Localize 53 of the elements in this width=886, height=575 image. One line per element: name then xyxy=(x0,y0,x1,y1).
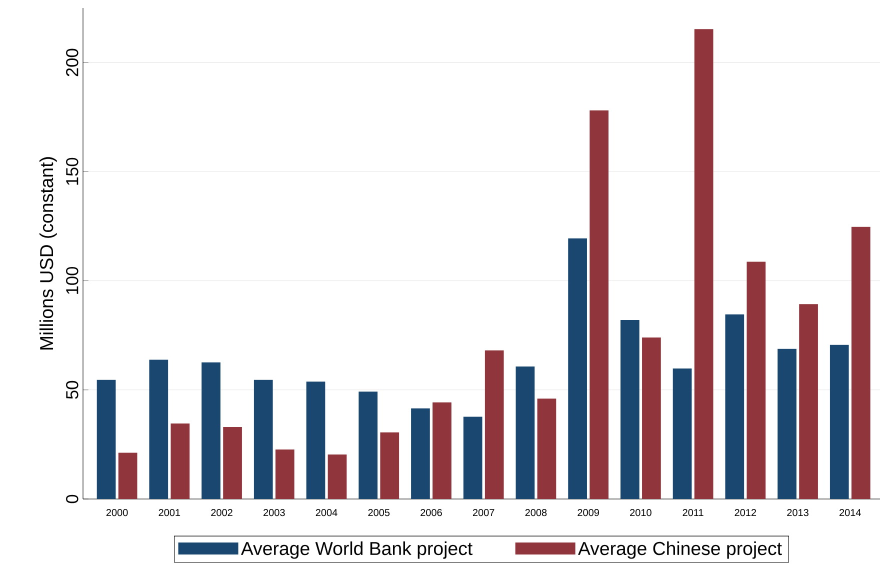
bar xyxy=(149,360,168,499)
bar xyxy=(306,382,326,499)
y-tick-label: 100 xyxy=(66,266,78,294)
bar xyxy=(778,348,796,499)
x-tick-label: 2003 xyxy=(264,509,285,516)
bar xyxy=(746,262,766,499)
y-axis-title: Millions USD (constant) xyxy=(39,157,57,350)
x-tick-label: 2006 xyxy=(420,509,442,516)
bar xyxy=(275,449,294,499)
x-tick-label: 2008 xyxy=(525,509,547,516)
bar xyxy=(170,423,190,499)
bar xyxy=(568,238,587,499)
bar xyxy=(851,226,870,499)
bar xyxy=(484,350,504,499)
x-tick-label: 2005 xyxy=(368,509,390,516)
x-tick-label: 2002 xyxy=(211,509,232,516)
bar xyxy=(590,110,609,499)
bar xyxy=(642,338,661,499)
bar xyxy=(537,398,556,499)
bar xyxy=(358,392,378,499)
bar xyxy=(694,29,714,499)
y-tick-label: 200 xyxy=(66,48,78,76)
bar xyxy=(725,314,744,499)
legend-label: Average World Bank project xyxy=(240,541,472,559)
legend-label: Average Chinese project xyxy=(578,541,782,559)
x-tick-label: 2012 xyxy=(734,509,756,516)
x-tick-label: 2010 xyxy=(630,509,652,516)
bar xyxy=(411,408,430,499)
bar xyxy=(118,452,138,499)
bar xyxy=(672,368,692,499)
x-tick-label: 2007 xyxy=(472,509,494,516)
bar xyxy=(254,380,273,499)
y-tick-label: 150 xyxy=(66,158,78,185)
bar xyxy=(620,320,640,499)
x-tick-label: 2011 xyxy=(682,509,704,516)
x-tick-label: 2001 xyxy=(158,509,180,516)
bar xyxy=(328,454,347,499)
bar xyxy=(432,402,452,499)
x-tick-label: 2004 xyxy=(316,509,338,516)
bar xyxy=(96,380,116,499)
x-tick-label: 2000 xyxy=(106,509,128,516)
bar xyxy=(463,416,482,499)
x-tick-label: 2014 xyxy=(840,509,861,516)
y-tick-label: 50 xyxy=(66,380,78,399)
x-tick-label: 2009 xyxy=(578,509,599,516)
y-tick-label: 0 xyxy=(66,494,78,504)
bar xyxy=(223,426,242,499)
x-tick-label: 2013 xyxy=(787,509,808,516)
bar xyxy=(202,362,220,499)
bar xyxy=(516,366,535,499)
bar xyxy=(830,344,849,499)
bar xyxy=(380,432,400,499)
bar xyxy=(799,304,818,499)
